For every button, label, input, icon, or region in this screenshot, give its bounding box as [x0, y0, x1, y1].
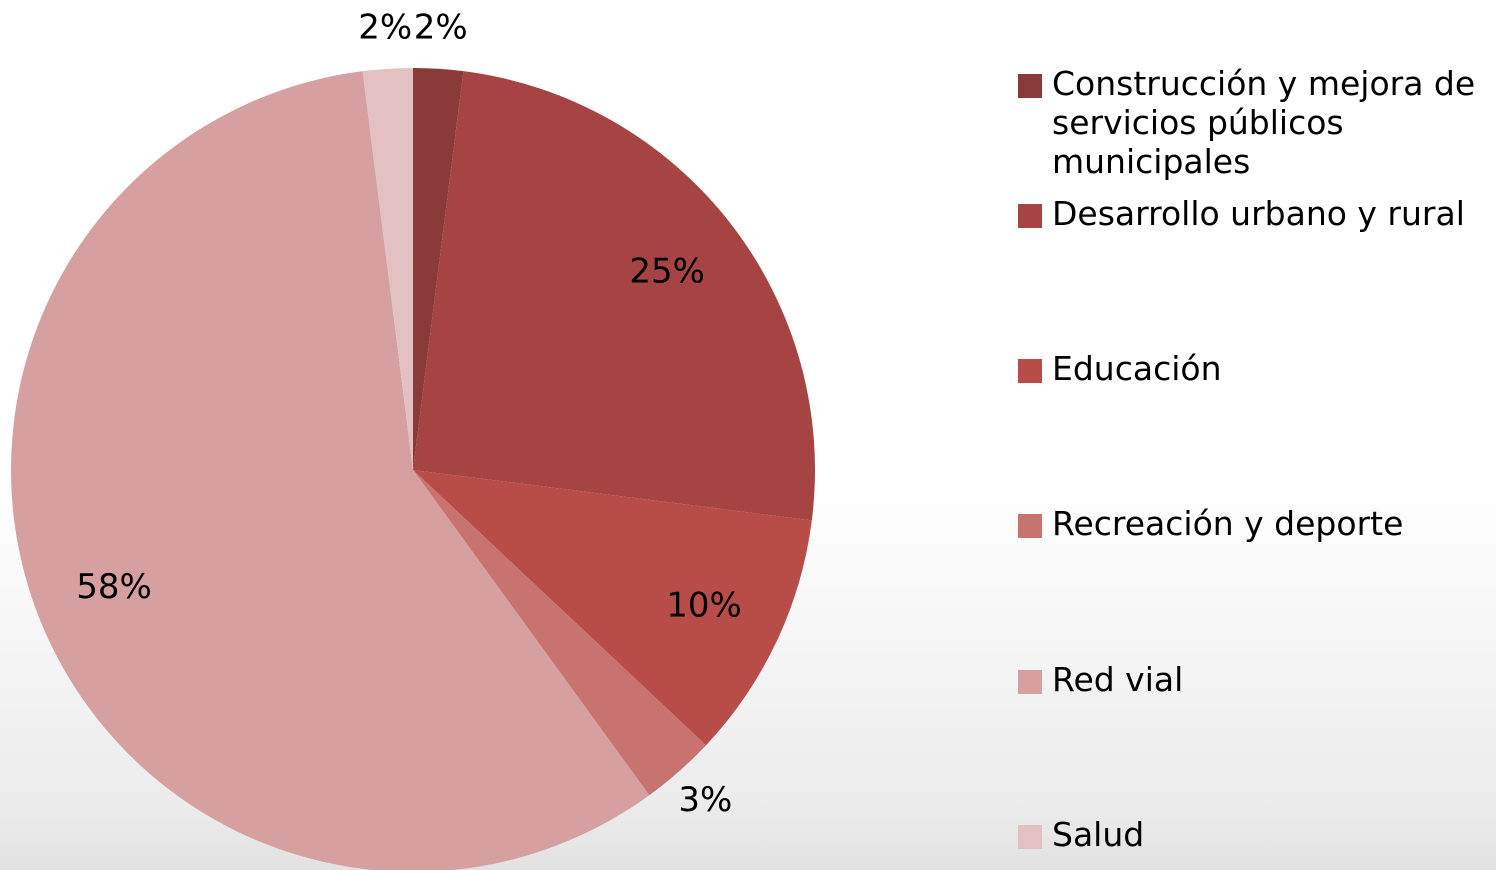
pie-slice — [413, 470, 707, 796]
pie-slice — [413, 68, 464, 470]
legend-swatch — [1018, 514, 1042, 538]
chart: 2% 25% 10% 3% 58% 2% — [11, 7, 816, 870]
legend-item: Construcción y mejora de servicios públi… — [1018, 64, 1496, 181]
legend-item: Red vial — [1018, 660, 1496, 699]
legend-item: Educación — [1018, 349, 1496, 388]
legend-item: Recreación y deporte — [1018, 504, 1496, 543]
legend-item: Salud — [1018, 815, 1496, 854]
legend-label: Red vial — [1052, 660, 1184, 699]
legend-label: Salud — [1052, 815, 1145, 854]
pie-slice — [413, 71, 816, 521]
legend-swatch — [1018, 670, 1042, 694]
legend-label: Desarrollo urbano y rural — [1052, 194, 1465, 233]
legend-swatch — [1018, 204, 1042, 228]
data-label: 25% — [629, 251, 705, 291]
pie-slice — [362, 68, 413, 470]
legend-swatch — [1018, 359, 1042, 383]
pie-slice — [11, 71, 650, 870]
legend-label: Construcción y mejora de servicios públi… — [1052, 64, 1476, 181]
legend-item: Desarrollo urbano y rural — [1018, 194, 1496, 233]
data-label: 2% — [414, 7, 468, 47]
data-label: 2% — [358, 7, 412, 47]
legend-label: Recreación y deporte — [1052, 504, 1404, 543]
pie-slice — [413, 470, 812, 746]
data-label: 58% — [76, 567, 152, 607]
legend-swatch — [1018, 825, 1042, 849]
legend-swatch — [1018, 74, 1042, 98]
data-label: 3% — [678, 780, 732, 820]
legend-label: Educación — [1052, 349, 1222, 388]
data-label: 10% — [666, 585, 742, 625]
